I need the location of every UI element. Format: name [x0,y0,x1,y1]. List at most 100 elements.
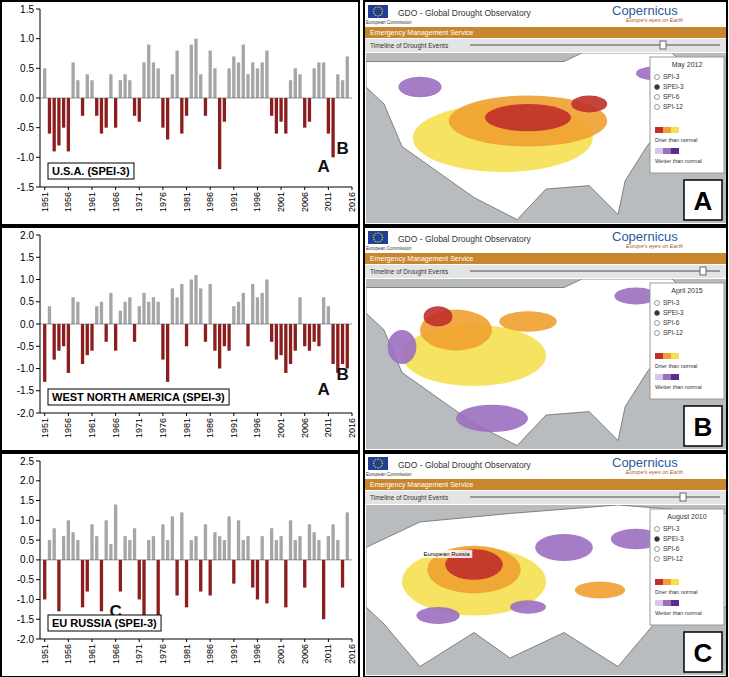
flag-star [375,7,376,8]
annotation: A [317,157,329,176]
bar [62,324,65,346]
bars [43,505,349,620]
bar [157,68,160,98]
map [366,279,726,449]
bar [53,324,56,360]
service-bar [365,253,726,264]
bar [279,536,282,560]
slider-handle[interactable] [700,267,706,275]
x-tick [281,639,282,642]
bar [123,74,126,98]
map-panel: European CommissionGDO - Global Drought … [364,453,727,677]
bar [180,284,183,324]
x-tick-label: 2016 [347,644,357,664]
bar [223,540,226,560]
x-tick [281,413,282,416]
x-tick [233,639,234,642]
timeline-slider [470,270,720,272]
indicator-radio[interactable] [655,537,660,542]
slider-handle[interactable] [660,41,666,49]
bar [142,293,145,324]
indicator-radio[interactable] [655,75,660,80]
y-tick-label: 1.0 [20,33,34,44]
legend-dry: Drier than normal [655,363,698,369]
panel-frame [1,453,359,677]
zero-line [40,324,352,325]
bar [242,45,245,98]
chart-panel: -1.5-1.0-0.50.00.51.01.51951195619611966… [1,1,359,225]
legend-swatch [663,600,671,606]
legend-wet: Wetter than normal [655,384,702,390]
indicator-radio[interactable] [655,301,660,306]
bar [53,98,56,151]
indicator-radio[interactable] [655,547,660,552]
indicator-option: SPI-3 [663,525,680,532]
x-tick-label: 1951 [40,418,50,438]
panel-letter: B [694,412,713,442]
flag-star [377,458,378,459]
x-tick [281,187,282,190]
map-panel: European CommissionGDO - Global Drought … [364,227,727,451]
indicator-radio[interactable] [655,95,660,100]
y-tick [36,639,40,640]
y-tick [36,187,40,188]
bar [166,98,169,140]
x-tick [92,639,93,642]
bar [227,324,230,351]
bar [256,68,259,98]
bar [166,540,169,560]
bar [161,324,164,360]
bar [331,524,334,560]
indicator-radio[interactable] [655,105,660,110]
map-panel: European CommissionGDO - Global Drought … [364,1,727,225]
bar [341,80,344,98]
x-tick-label: 1976 [158,192,168,212]
flag-star [382,11,383,12]
flag-star [373,235,374,236]
x-tick-label: 1951 [40,644,50,664]
flag-star [373,9,374,10]
service: Emergency Management Service [370,29,474,37]
bar [190,280,193,325]
eu-flag [368,5,388,18]
bar [204,324,207,342]
annotation: A [317,380,329,399]
bar [308,98,311,122]
bar [123,536,126,560]
indicator-radio[interactable] [655,85,660,90]
bar [161,98,164,128]
flag-star [381,461,382,462]
x-tick [210,413,211,416]
bar [251,284,254,324]
flag-star [377,467,378,468]
x-tick [210,187,211,190]
indicator-radio[interactable] [655,331,660,336]
drought-area [535,534,593,561]
indicator-radio[interactable] [655,321,660,326]
bar [190,45,193,98]
indicator-radio[interactable] [655,557,660,562]
legend-swatch [655,579,663,585]
bar [256,297,259,324]
y-tick-label: 1.0 [20,515,34,526]
bar [142,560,145,619]
y-tick [36,9,40,10]
x-tick-label: 2001 [276,192,286,212]
drought-area [456,405,528,432]
bar [213,68,216,98]
bar [213,532,216,560]
indicator-option: SPI-3 [663,73,680,80]
x-tick [352,639,353,642]
control-panel [650,283,724,399]
indicator-radio[interactable] [655,311,660,316]
service-bar [365,27,726,38]
slider-handle[interactable] [680,493,686,501]
title-box: WEST NORTH AMERICA (SPEI-3) [48,389,229,405]
eu-flag [368,457,388,470]
x-tick-label: 1991 [229,418,239,438]
indicator-radio[interactable] [655,527,660,532]
bar [114,98,117,128]
bar [256,560,259,600]
bar [152,297,155,324]
bar [284,324,287,373]
